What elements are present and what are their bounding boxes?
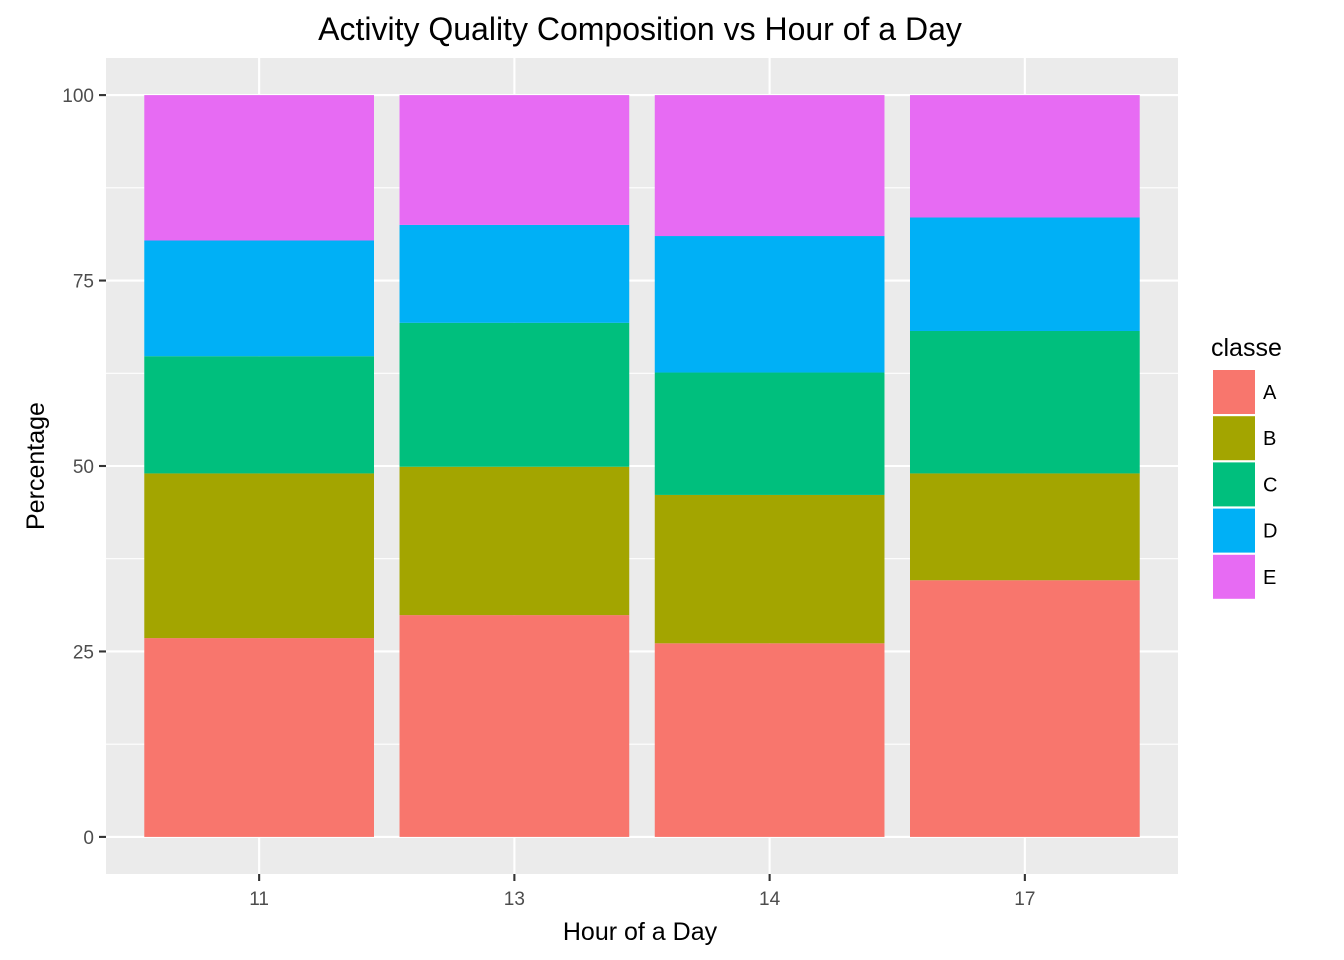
bar-segment-D-14 [654,236,885,373]
y-tick-label: 50 [73,457,94,478]
legend-label-A: A [1263,382,1277,404]
legend: classe A B C D E [1211,334,1282,599]
legend-label-B: B [1263,428,1276,450]
legend-key-D [1213,508,1255,553]
bar-segment-A-14 [654,643,885,837]
bar-segment-C-17 [910,330,1140,474]
legend-label-D: D [1263,521,1277,543]
bar-segment-B-11 [144,473,374,639]
bar-segment-B-17 [910,473,1140,581]
bar-segment-C-13 [399,322,630,467]
y-tick-label: 0 [83,828,94,849]
bar-segment-E-17 [910,95,1140,218]
legend-key-B [1213,416,1255,461]
x-tick-label: 14 [759,889,781,910]
bar-segment-D-13 [399,224,630,323]
x-tick-label: 11 [249,889,269,910]
legend-title: classe [1211,334,1282,362]
legend-label-C: C [1263,474,1277,496]
y-tick-label: 75 [73,272,94,293]
legend-key-E [1213,554,1255,599]
bar-segment-B-14 [654,494,885,644]
x-tick-label: 17 [1014,889,1035,910]
bar-segment-B-13 [399,466,630,616]
y-tick-label: 25 [73,642,94,663]
bar-segment-D-11 [144,240,374,357]
bar-segment-E-11 [144,95,374,241]
bar-segment-A-17 [910,580,1140,837]
bar-segment-E-13 [399,95,630,225]
bar-segment-E-14 [654,95,885,237]
legend-label-E: E [1263,567,1276,589]
axes: 0 25 50 75 100 11 13 14 17 [62,86,1035,910]
legend-key-C [1213,462,1255,507]
bar-segment-A-13 [399,615,630,837]
chart-title: Activity Quality Composition vs Hour of … [318,11,962,47]
y-tick-label: 100 [62,86,94,107]
bar-segment-C-14 [654,372,885,495]
bar-segment-A-11 [144,638,374,837]
x-axis-title: Hour of a Day [563,918,718,946]
bar-segment-D-17 [910,217,1140,331]
x-tick-label: 13 [504,889,525,910]
legend-key-A [1213,370,1255,414]
bar-segment-C-11 [144,356,374,474]
plot-panel [106,58,1178,874]
y-axis-title: Percentage [22,402,50,530]
